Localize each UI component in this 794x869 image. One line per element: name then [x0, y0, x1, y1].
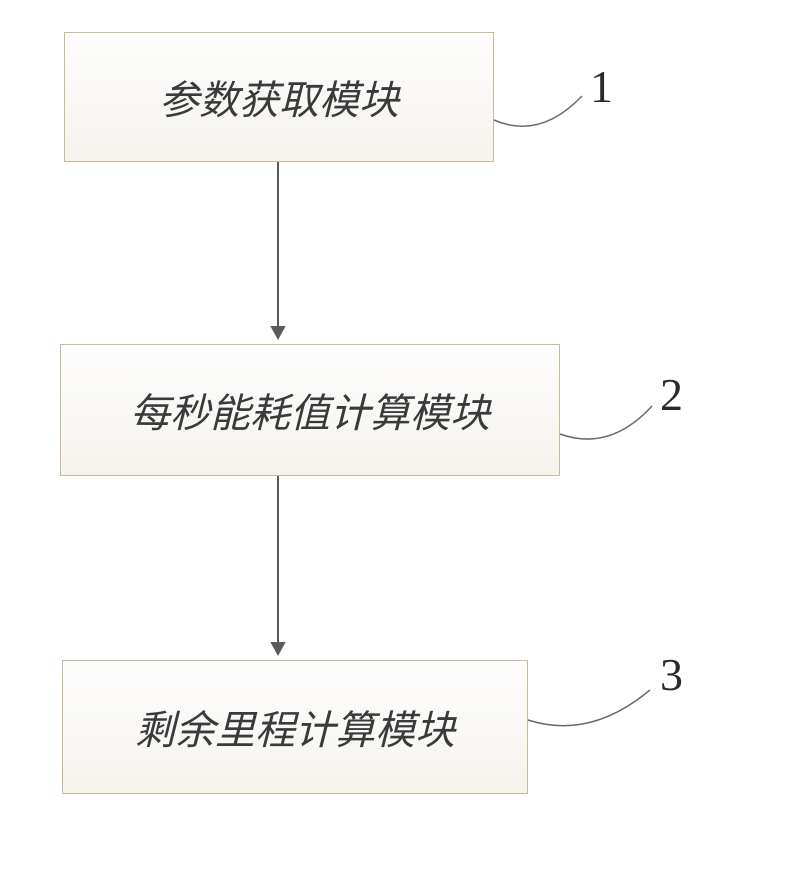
- node-label: 每秒能耗值计算模块: [130, 381, 490, 439]
- flowchart-node: 剩余里程计算模块: [62, 660, 528, 794]
- node-number-label: 3: [660, 648, 683, 701]
- flowchart-node: 参数获取模块: [64, 32, 494, 162]
- node-label: 剩余里程计算模块: [135, 698, 455, 756]
- flowchart-node: 每秒能耗值计算模块: [60, 344, 560, 476]
- node-number-label: 1: [590, 60, 613, 113]
- node-number-label: 2: [660, 368, 683, 421]
- node-label: 参数获取模块: [159, 68, 399, 126]
